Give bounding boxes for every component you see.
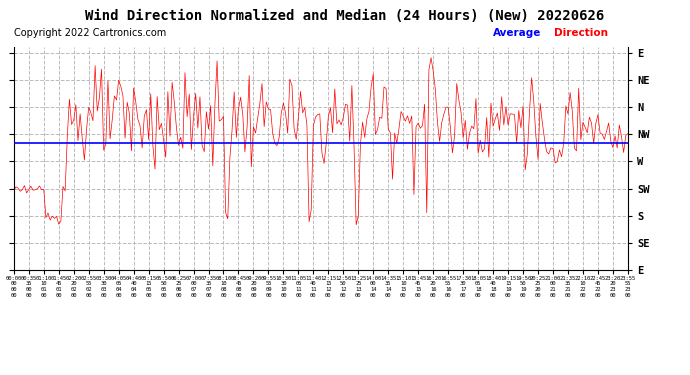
Text: Direction: Direction (554, 28, 608, 38)
Text: Average: Average (493, 28, 541, 38)
Text: Copyright 2022 Cartronics.com: Copyright 2022 Cartronics.com (14, 28, 166, 38)
Text: Wind Direction Normalized and Median (24 Hours) (New) 20220626: Wind Direction Normalized and Median (24… (86, 9, 604, 23)
